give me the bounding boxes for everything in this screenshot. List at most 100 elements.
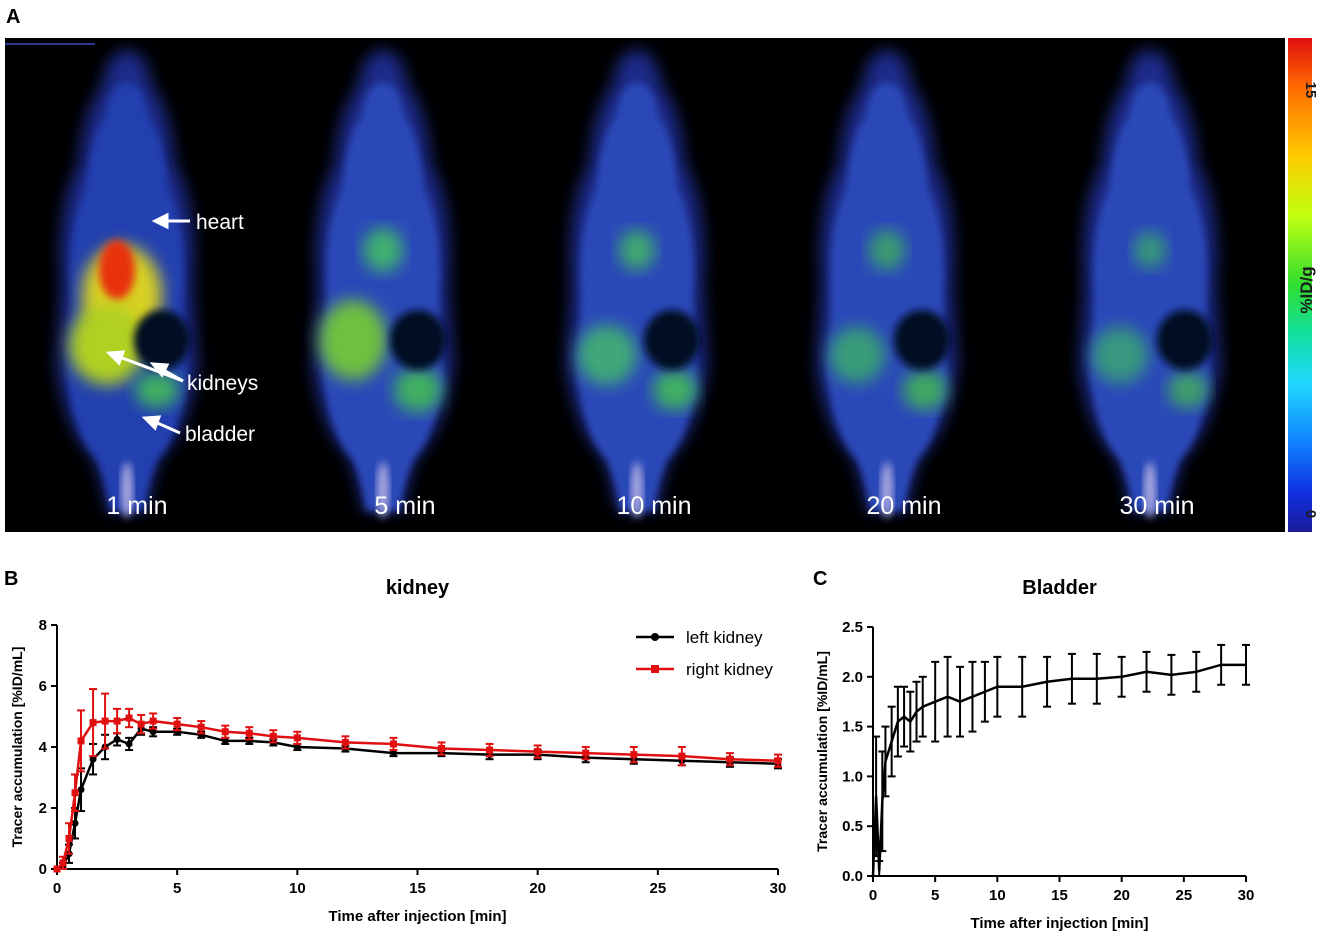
- x-tick-label: 15: [409, 880, 426, 897]
- organ-label-heart: heart: [196, 211, 244, 234]
- panel-a-letter: A: [6, 6, 21, 28]
- x-tick-label: 15: [1051, 887, 1068, 904]
- series-line: [56, 716, 779, 870]
- data-point: [269, 732, 277, 740]
- data-point: [438, 745, 446, 753]
- mouse-10min: [567, 50, 707, 518]
- time-label-1: 1 min: [106, 492, 167, 520]
- data-point: [630, 751, 638, 759]
- data-point: [173, 720, 181, 728]
- data-point: [245, 729, 253, 737]
- data-point: [101, 717, 109, 725]
- data-point: [221, 737, 229, 745]
- series-right-kidney: [53, 688, 782, 873]
- data-point: [71, 789, 79, 797]
- legend-label: left kidney: [686, 628, 763, 647]
- x-axis-label: Time after injection [min]: [970, 915, 1148, 932]
- y-tick-label: 0.5: [842, 818, 863, 835]
- x-tick-label: 20: [1113, 887, 1130, 904]
- annotation-arrows: [105, 212, 190, 435]
- colorbar: [1288, 38, 1312, 532]
- time-label-2: 5 min: [374, 492, 435, 520]
- data-point: [137, 720, 145, 728]
- y-tick-label: 6: [39, 678, 47, 695]
- y-tick-label: 0: [39, 861, 47, 878]
- data-point: [149, 728, 157, 736]
- colorbar-unit: %ID/g: [1297, 266, 1316, 313]
- data-point: [389, 749, 397, 757]
- data-point: [65, 835, 73, 842]
- x-tick-label: 30: [770, 880, 787, 897]
- y-tick-label: 0.0: [842, 868, 863, 885]
- data-point: [582, 749, 590, 757]
- y-tick-label: 1.0: [842, 768, 863, 785]
- data-point: [53, 865, 61, 873]
- organ-label-bladder: bladder: [185, 423, 255, 446]
- x-tick-label: 5: [931, 887, 939, 904]
- data-point: [89, 719, 97, 727]
- mouse-5min: [313, 50, 453, 518]
- y-axis-label: Tracer accumulation [%ID/mL]: [814, 651, 830, 852]
- pet-images-svg: 1 min 5 min 10 min 20 min 30 min heart k…: [5, 38, 1285, 532]
- y-axis-label: Tracer accumulation [%ID/mL]: [9, 647, 25, 848]
- chart-title: kidney: [386, 577, 450, 599]
- x-axis-label: Time after injection [min]: [328, 908, 506, 925]
- y-tick-label: 4: [39, 739, 48, 756]
- x-tick-label: 0: [53, 880, 61, 897]
- y-tick-label: 1.5: [842, 719, 863, 736]
- colorbar-max: 15: [1302, 82, 1319, 99]
- x-tick-label: 25: [1175, 887, 1192, 904]
- legend-marker: [651, 665, 659, 673]
- data-point: [726, 755, 734, 763]
- data-point: [125, 740, 133, 748]
- organ-label-kidneys: kidneys: [187, 372, 258, 395]
- time-labels: 1 min 5 min 10 min 20 min 30 min: [106, 492, 1194, 520]
- chart-title: Bladder: [1022, 577, 1097, 599]
- time-label-3: 10 min: [616, 492, 691, 520]
- mouse-30min: [1080, 50, 1220, 518]
- series-bladder: [871, 643, 1250, 877]
- data-point: [125, 714, 133, 722]
- x-tick-label: 0: [869, 887, 877, 904]
- bladder-chart: Bladder 0 5 10 15 20 25 30 0.0 0.5 1.0 1.5 2.0 2.5 Tim…: [814, 577, 1254, 932]
- data-point: [341, 738, 349, 746]
- x-tick-label: 10: [989, 887, 1006, 904]
- panel-c-letter: C: [813, 568, 828, 590]
- x-tick-label: 10: [289, 880, 306, 897]
- legend: left kidney right kidney: [636, 628, 773, 679]
- legend-label: right kidney: [686, 660, 773, 679]
- data-point: [293, 743, 301, 751]
- pet-image-panel: 1 min 5 min 10 min 20 min 30 min heart k…: [5, 38, 1285, 532]
- data-point: [149, 717, 157, 725]
- data-point: [113, 735, 121, 743]
- time-label-5: 30 min: [1119, 492, 1194, 520]
- data-point: [774, 757, 782, 765]
- colorbar-min: 0: [1302, 510, 1319, 518]
- data-point: [197, 723, 205, 731]
- data-point: [89, 755, 97, 763]
- data-point: [113, 717, 121, 725]
- data-point: [389, 740, 397, 748]
- y-tick-label: 2.5: [842, 619, 863, 636]
- data-point: [71, 819, 79, 827]
- mouse-1min: [57, 50, 197, 518]
- series-line: [56, 727, 779, 871]
- data-point: [221, 728, 229, 736]
- time-label-4: 20 min: [866, 492, 941, 520]
- data-point: [77, 786, 85, 794]
- y-tick-label: 2: [39, 800, 47, 817]
- data-point: [486, 746, 494, 754]
- series-line: [871, 663, 1246, 877]
- x-tick-label: 25: [649, 880, 666, 897]
- mouse-20min: [817, 50, 957, 518]
- x-tick-label: 20: [529, 880, 546, 897]
- data-point: [293, 734, 301, 742]
- y-tick-label: 8: [39, 617, 47, 634]
- data-point: [77, 737, 85, 745]
- data-point: [534, 748, 542, 756]
- kidney-chart: kidney 0 5 10 15 20 25 30 0 2 4 6 8 Time after inject…: [9, 577, 787, 925]
- colorbar-labels: 15 0 %ID/g: [1297, 82, 1319, 519]
- x-tick-label: 5: [173, 880, 181, 897]
- data-point: [59, 859, 67, 867]
- y-tick-label: 2.0: [842, 669, 863, 686]
